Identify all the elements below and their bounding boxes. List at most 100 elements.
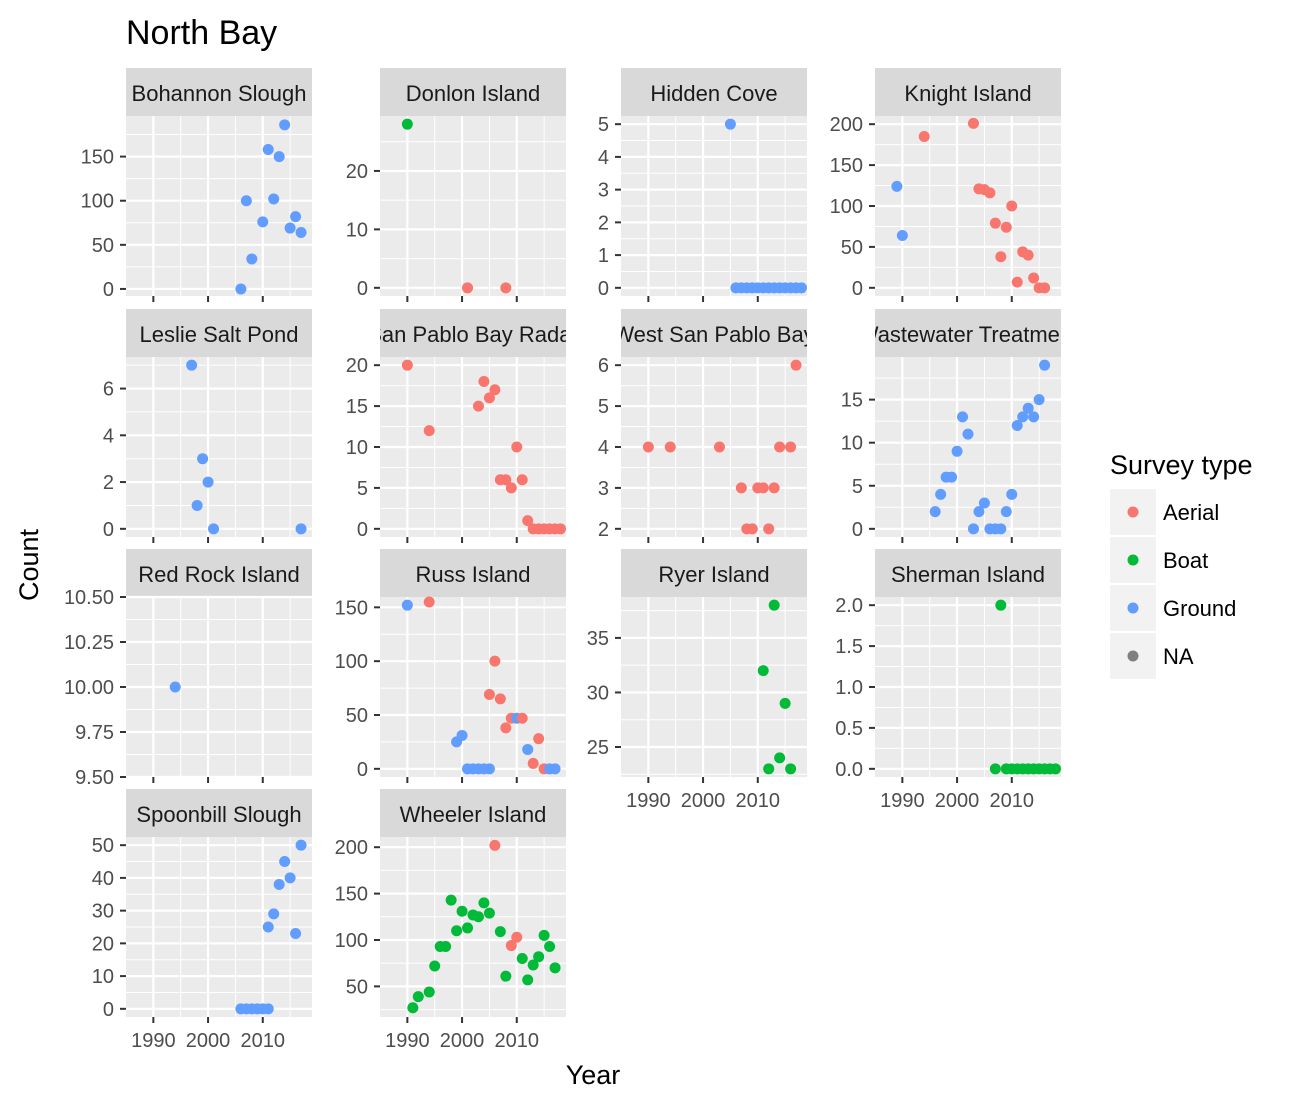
data-point-ground (1006, 488, 1018, 500)
panel-donlon-island-strip (380, 68, 566, 116)
panel-wastewater-treatment: Wastewater Treatment 0 5 10 15 (841, 309, 1061, 543)
panel-wheeler-island-x-tick-label: 2000 (440, 1030, 485, 1052)
panel-spoonbill-slough-strip (126, 789, 312, 837)
panel-bohannon-slough-y-tick-label: 150 (81, 147, 114, 169)
panel-wheeler-island-y-tick-label: 200 (335, 837, 368, 859)
data-point-ground (796, 282, 807, 294)
data-point-aerial (472, 400, 484, 412)
data-point-aerial (989, 217, 1001, 229)
data-point-ground (896, 229, 908, 241)
data-point-aerial (735, 482, 747, 494)
data-point-aerial (522, 515, 534, 527)
legend-swatch (1127, 554, 1139, 566)
data-point-aerial (494, 693, 506, 705)
data-point-aerial (423, 596, 435, 608)
panel-spoonbill-slough-x-tick-label: 1990 (131, 1030, 176, 1052)
data-point-ground (549, 763, 561, 775)
data-point-aerial (478, 376, 490, 388)
data-point-aerial (768, 482, 780, 494)
data-point-ground (962, 428, 974, 440)
panel-spoonbill-slough-x-tick-label: 2010 (241, 1030, 286, 1052)
panel-san-pablo-bay-radar-y-tick-label: 5 (357, 478, 368, 500)
data-point-ground (262, 921, 274, 933)
data-point-ground (290, 928, 302, 940)
data-point-boat (423, 986, 435, 998)
panel-sherman-island-x-tick-label: 1990 (880, 790, 925, 812)
data-point-boat (456, 905, 468, 917)
panel-red-rock-island-points (169, 681, 181, 693)
panel-wastewater-treatment-y-tick-label: 10 (841, 433, 863, 455)
data-point-boat (995, 599, 1007, 611)
panel-russ-island-y-tick-label: 0 (357, 759, 368, 781)
panel-spoonbill-slough-y-tick-label: 10 (92, 966, 114, 988)
panel-san-pablo-bay-radar-y-tick-label: 0 (357, 519, 368, 541)
panel-leslie-salt-pond-strip-label: Leslie Salt Pond (140, 322, 299, 347)
panel-sherman-island-y-tick-label: 2.0 (835, 595, 863, 617)
data-point-aerial (918, 130, 930, 142)
panel-leslie-salt-pond-y-tick-label: 0 (103, 519, 114, 541)
data-point-ground (257, 216, 269, 228)
panel-ryer-island-x-tick-label: 1990 (626, 790, 671, 812)
panel-red-rock-island-y-tick-label: 10.25 (64, 632, 114, 654)
data-point-aerial (790, 359, 802, 371)
panel-west-san-pablo-bay-points (642, 359, 802, 535)
panel-knight-island-strip (875, 68, 1061, 116)
data-point-aerial (527, 757, 539, 769)
panel-russ-island-points (401, 596, 561, 775)
data-point-boat (472, 911, 484, 923)
data-point-ground (1033, 394, 1045, 406)
data-point-ground (284, 872, 296, 884)
panel-leslie-salt-pond-points (186, 359, 307, 535)
data-point-ground (891, 180, 903, 192)
data-point-boat (538, 929, 550, 941)
chart-title: North Bay (126, 14, 277, 52)
data-point-boat (533, 951, 545, 963)
panel-ryer-island-x-tick-label: 2010 (736, 790, 781, 812)
panel-hidden-cove-y-tick-label: 0 (598, 278, 609, 300)
panel-knight-island-y-tick-label: 50 (841, 237, 863, 259)
data-point-ground (290, 211, 302, 223)
panel-ryer-island-y-tick-label: 35 (587, 628, 609, 650)
data-point-aerial (505, 482, 517, 494)
data-point-boat (500, 970, 512, 982)
panel-leslie-salt-pond-y-tick-label: 2 (103, 472, 114, 494)
panel-donlon-island: Donlon Island 0 10 20 (346, 68, 566, 302)
panel-spoonbill-slough-y-tick-label: 50 (92, 835, 114, 857)
data-point-boat (779, 697, 791, 709)
panel-spoonbill-slough-strip-label: Spoonbill Slough (136, 802, 301, 827)
data-point-ground (1039, 359, 1051, 371)
data-point-ground (284, 222, 296, 234)
data-point-boat (407, 1002, 419, 1014)
data-point-aerial (500, 282, 512, 294)
data-point-aerial (489, 384, 501, 396)
panel-wheeler-island: Wheeler Island 50 100 150 200 1990 2000 2010 (335, 789, 566, 1052)
panel-knight-island-y-tick-label: 100 (830, 196, 863, 218)
panel-donlon-island-y-tick-label: 20 (346, 161, 368, 183)
panel-hidden-cove-y-tick-label: 1 (598, 245, 609, 267)
data-point-aerial (1006, 200, 1018, 212)
data-point-aerial (1022, 249, 1034, 261)
data-point-ground (240, 195, 252, 207)
legend-item-ground: Ground (1110, 585, 1236, 631)
panel-hidden-cove-y-tick-label: 4 (598, 147, 609, 169)
data-point-ground (169, 681, 181, 693)
data-point-aerial (511, 931, 523, 943)
panel-spoonbill-slough-y-tick-label: 40 (92, 868, 114, 890)
panel-donlon-island-strip-label: Donlon Island (406, 81, 541, 106)
data-point-ground (1022, 402, 1034, 414)
data-point-ground (957, 411, 969, 423)
panel-knight-island: Knight Island 0 50 100 150 200 (830, 68, 1061, 302)
data-point-aerial (500, 722, 512, 734)
panel-red-rock-island-strip (126, 549, 312, 597)
legend-label: Aerial (1163, 500, 1219, 525)
data-point-boat (544, 940, 556, 952)
data-point-ground (978, 497, 990, 509)
panel-san-pablo-bay-radar-strip-label: San Pablo Bay Radar (367, 322, 579, 347)
panel-spoonbill-slough-y-tick-label: 30 (92, 901, 114, 923)
panel-leslie-salt-pond-y-tick-label: 6 (103, 379, 114, 401)
panel-hidden-cove-y-tick-label: 3 (598, 180, 609, 202)
data-point-aerial (664, 441, 676, 453)
panel-west-san-pablo-bay-y-tick-label: 6 (598, 355, 609, 377)
